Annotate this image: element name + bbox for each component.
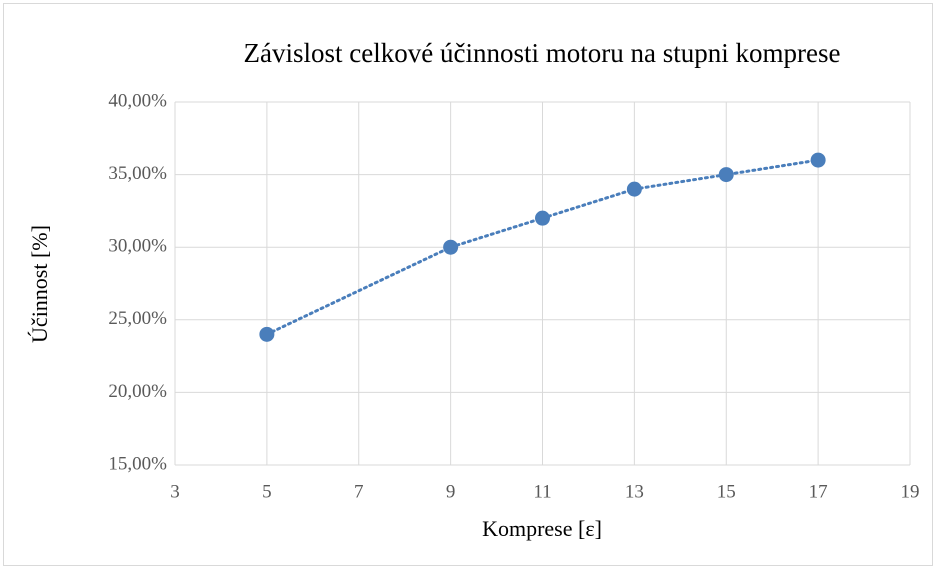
data-point — [718, 167, 734, 183]
y-tick-label: 35,00% — [108, 163, 167, 184]
x-axis-label: Komprese [ε] — [482, 516, 602, 541]
y-tick-label: 40,00% — [108, 90, 167, 111]
data-point — [626, 181, 642, 197]
y-axis-label: Účinnost [%] — [27, 225, 52, 343]
data-point — [810, 152, 826, 168]
x-tick-label: 19 — [901, 481, 920, 502]
x-tick-label: 9 — [446, 481, 456, 502]
y-tick-label: 15,00% — [108, 453, 167, 474]
x-tick-label: 17 — [809, 481, 828, 502]
y-tick-label: 25,00% — [108, 308, 167, 329]
y-tick-label: 30,00% — [108, 236, 167, 257]
x-tick-label: 5 — [262, 481, 272, 502]
x-tick-label: 13 — [625, 481, 644, 502]
trend-line — [265, 158, 820, 336]
chart-title: Závislost celkové účinnosti motoru na st… — [244, 38, 841, 68]
data-point — [443, 239, 459, 255]
y-tick-label: 20,00% — [108, 381, 167, 402]
x-tick-label: 15 — [717, 481, 736, 502]
x-tick-label: 11 — [533, 481, 551, 502]
chart-frame — [3, 3, 933, 566]
data-point — [535, 210, 550, 226]
x-tick-label: 3 — [170, 481, 180, 502]
data-point — [259, 326, 275, 342]
x-tick-label: 7 — [354, 481, 364, 502]
